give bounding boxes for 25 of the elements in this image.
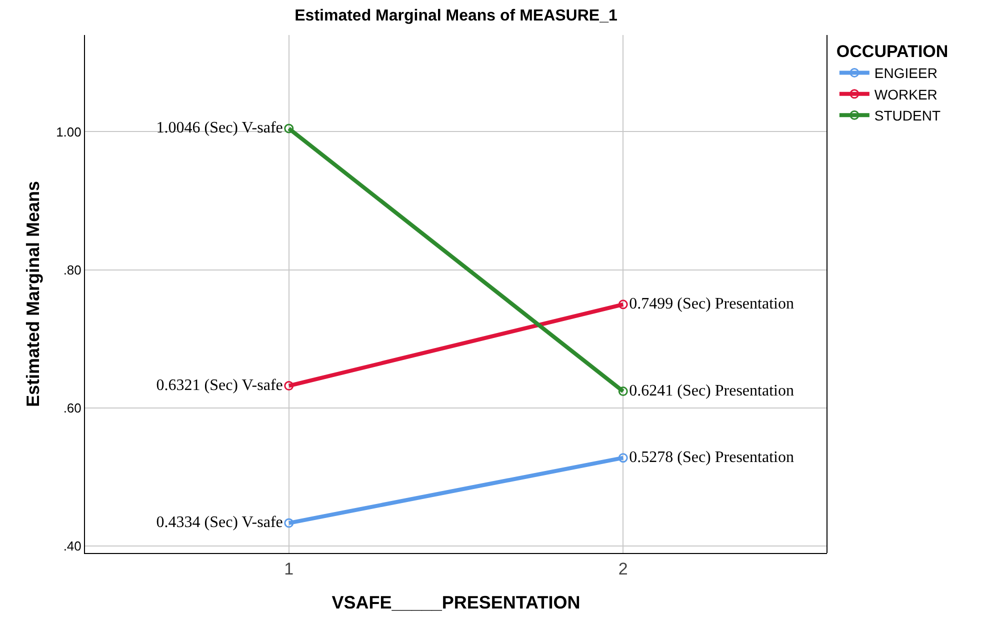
data-label: 0.4334 (Sec) V-safe: [156, 514, 283, 532]
x-tick-label: 1: [284, 559, 294, 578]
y-tick-label: .60: [63, 400, 82, 416]
legend-label: WORKER: [874, 86, 938, 102]
x-tick-label: 2: [618, 559, 628, 578]
y-tick-label: 1.00: [56, 124, 82, 140]
legend-label: STUDENT: [874, 108, 941, 124]
y-tick-label: .80: [63, 262, 82, 278]
y-axis-title: Estimated Marginal Means: [23, 180, 43, 408]
point: [618, 300, 628, 310]
point: [284, 124, 294, 134]
point: [284, 518, 294, 528]
point: [618, 386, 628, 396]
point: [284, 381, 294, 391]
x-axis-title: VSAFE_____PRESENTATION: [332, 592, 580, 612]
data-label: 0.5278 (Sec) Presentation: [629, 448, 794, 466]
data-label: 1.0046 (Sec) V-safe: [156, 120, 283, 137]
data-label: 0.7499 (Sec) Presentation: [629, 295, 794, 312]
data-label: 0.6321 (Sec) V-safe: [156, 376, 283, 394]
data-label: 0.6241 (Sec) Presentation: [629, 382, 794, 400]
y-tick-label: .40: [63, 538, 82, 554]
legend-title: OCCUPATION: [836, 42, 948, 62]
legend-label: ENGIEER: [874, 65, 938, 82]
point: [618, 453, 628, 463]
chart-title: Estimated Marginal Means of MEASURE_1: [294, 8, 618, 25]
